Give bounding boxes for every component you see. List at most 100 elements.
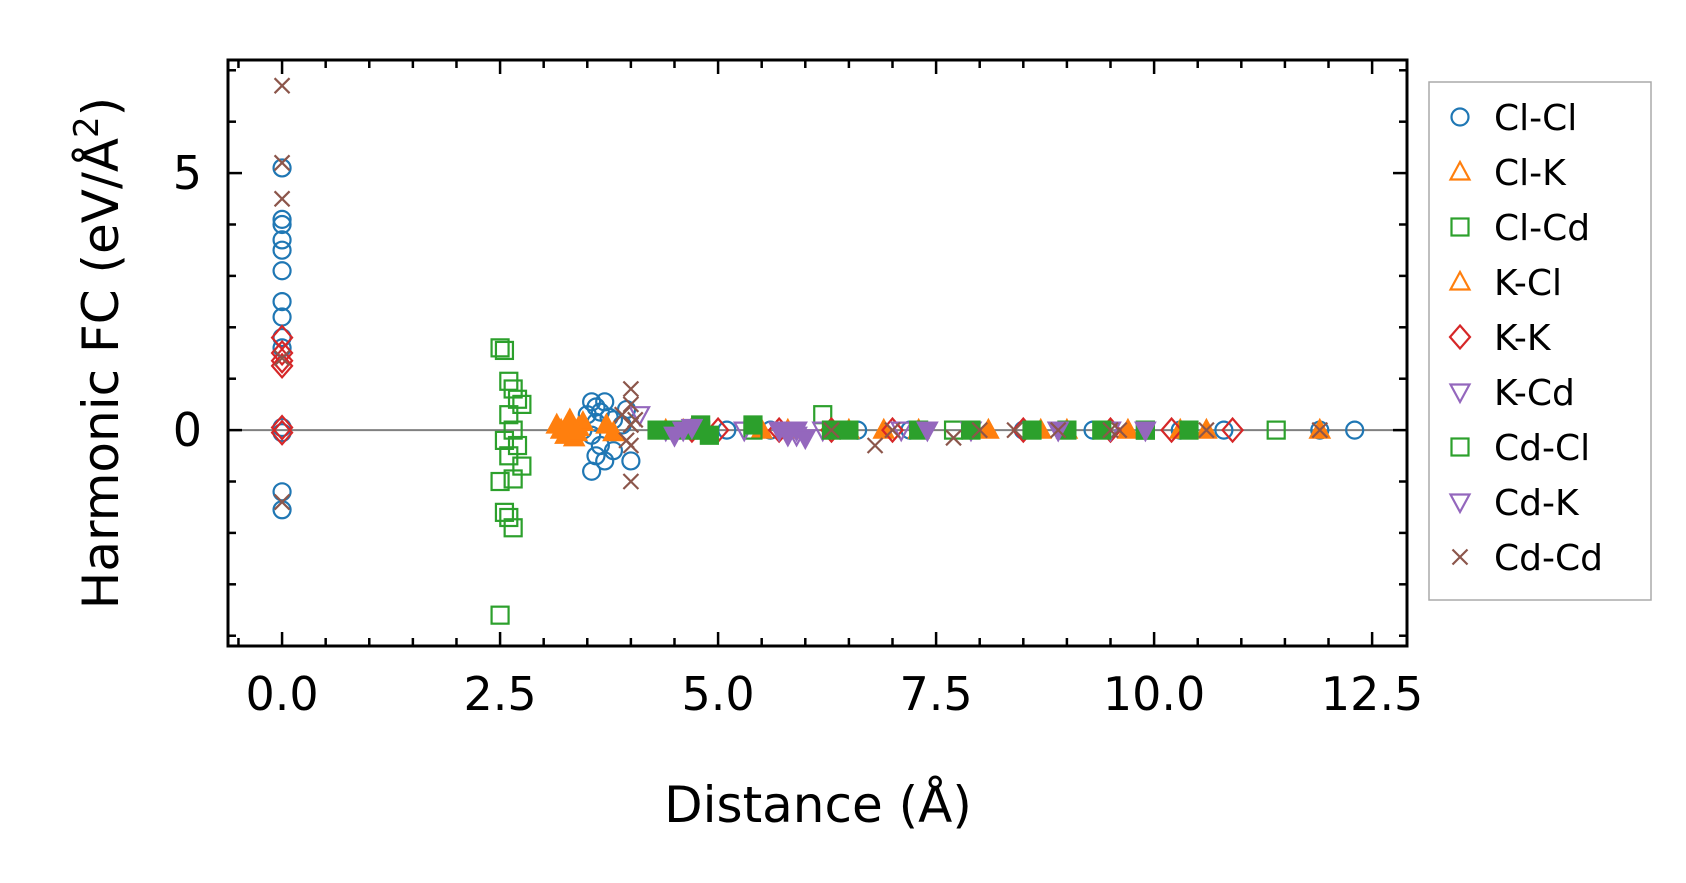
data-point [272,327,292,348]
data-point [793,429,817,451]
data-point [699,425,719,445]
legend-item: K-K [1448,318,1552,359]
axis-ticks [228,60,1407,646]
data-point [603,441,624,461]
data-point [272,417,292,438]
data-point [490,471,510,492]
data-point [961,420,981,440]
legend-marker [1448,383,1472,405]
x-tick-label: 7.5 [900,667,973,721]
legend-marker [1451,548,1469,566]
data-point [503,469,523,489]
data-point [272,338,292,358]
legend-marker [1448,493,1472,515]
data-point [270,339,294,367]
data-point [622,396,640,413]
legend-marker [1448,159,1472,181]
y-axis-label-superscript: 2 [67,116,107,138]
data-point [270,347,294,374]
data-point [1006,421,1023,439]
legend-item: Cd-Cd [1451,538,1603,579]
x-tick-label: 5.0 [682,667,755,721]
data-point [1110,421,1128,439]
data-point [490,338,510,358]
data-point [1345,420,1365,440]
data-point [889,421,913,443]
scatter-points [270,77,1365,625]
data-point [971,421,988,439]
y-axis-label: Harmonic FC (eV/Å2) [67,97,130,609]
data-point [273,77,291,94]
data-point [680,418,704,440]
y-tick-label: 5 [173,146,202,200]
x-tick-label: 2.5 [463,667,536,721]
data-point [273,493,291,511]
legend-item: Cl-Cd [1450,208,1590,249]
legend-marker [1448,269,1472,291]
plot-frame [226,58,1409,648]
data-point [272,158,292,178]
data-point [622,473,640,490]
data-point [1179,420,1199,440]
data-point [916,421,939,443]
data-point [1311,421,1329,439]
data-point [582,461,602,481]
data-point [1198,421,1215,439]
legend-item: K-Cd [1448,373,1575,414]
x-tick-label: 12.5 [1321,667,1423,721]
legend: Cl-Cl Cl-K Cl-Cd K-Cl K-K K-Cd Cd-Cl Cd-K Cd-Cd [1428,81,1652,601]
legend-label: Cl-Cd [1494,208,1590,249]
data-point [273,349,291,367]
legend-item: Cl-Cl [1450,98,1577,139]
legend-label: Cd-Cl [1494,428,1590,469]
data-point [866,437,884,454]
series-cd-cd [273,77,1329,511]
x-axis-label: Distance (Å) [664,776,972,834]
data-point [839,420,859,440]
legend-item: Cl-K [1448,153,1567,194]
data-point [272,230,292,250]
data-point [272,291,292,312]
legend-marker [1450,107,1470,127]
data-point [595,412,618,434]
data-point [270,414,294,441]
data-point [628,406,651,427]
data-point [270,352,294,380]
data-point [1266,420,1286,440]
data-point [1214,420,1234,440]
legend-marker [1450,217,1470,237]
data-point [499,507,519,528]
legend-label: Cl-Cl [1494,98,1577,139]
data-point [272,261,292,281]
legend-label: K-Cd [1494,373,1575,414]
data-point [565,420,589,442]
data-point [823,421,840,439]
data-point [881,416,904,444]
data-point [884,421,901,439]
data-point [613,406,631,423]
data-point [1160,416,1184,444]
x-tick-label: 0.0 [245,667,318,721]
data-point [626,411,644,429]
legend-item: K-Cl [1448,263,1562,304]
series-cd-k [663,418,1157,451]
data-point [512,394,532,415]
legend-label: Cd-Cd [1494,538,1603,579]
data-point [270,419,294,446]
data-point [622,380,640,398]
data-point [503,518,523,538]
y-axis-label-main: Harmonic FC (eV/Å [72,138,130,609]
data-point [1092,420,1112,440]
x-tick-label: 10.0 [1103,667,1205,721]
data-point [494,430,515,450]
legend-label: K-Cl [1494,263,1562,304]
legend-item: Cd-Cl [1450,428,1590,469]
data-point [945,429,962,447]
data-point [1049,421,1067,439]
data-point [272,240,292,260]
data-point [490,605,510,625]
tick-labels: 0.0 2.5 5.0 7.5 10.0 12.5 0 5 [173,146,1424,721]
legend-label: Cd-K [1494,483,1580,524]
data-point [499,405,519,425]
